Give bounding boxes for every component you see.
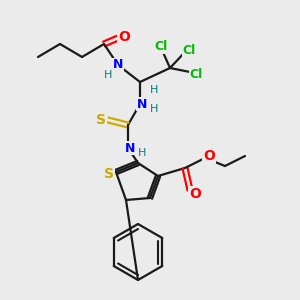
Text: Cl: Cl — [154, 40, 168, 53]
Text: N: N — [113, 58, 123, 71]
Text: O: O — [118, 30, 130, 44]
Text: Cl: Cl — [182, 44, 196, 56]
Text: H: H — [150, 85, 158, 95]
Text: S: S — [104, 167, 114, 181]
Text: H: H — [150, 104, 158, 114]
Text: O: O — [203, 149, 215, 163]
Text: H: H — [138, 148, 146, 158]
Text: Cl: Cl — [189, 68, 203, 82]
Text: H: H — [104, 70, 112, 80]
Text: O: O — [189, 187, 201, 201]
Text: S: S — [96, 113, 106, 127]
Text: N: N — [125, 142, 135, 154]
Text: N: N — [137, 98, 147, 110]
